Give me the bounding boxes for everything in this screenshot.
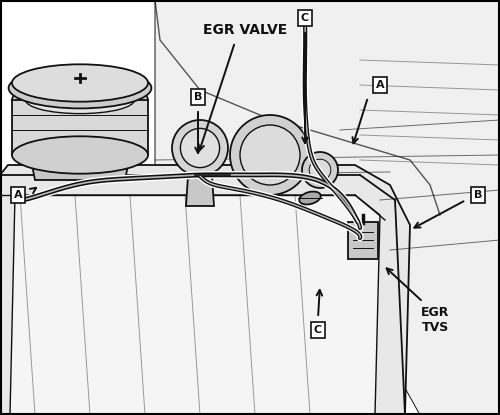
Text: C: C [301, 13, 309, 23]
Ellipse shape [302, 152, 338, 188]
Ellipse shape [12, 81, 148, 119]
Ellipse shape [309, 159, 331, 181]
Polygon shape [0, 165, 410, 415]
Text: B: B [474, 190, 482, 200]
Text: C: C [314, 325, 322, 335]
Polygon shape [12, 100, 148, 155]
Ellipse shape [8, 68, 152, 108]
FancyBboxPatch shape [348, 222, 378, 259]
Polygon shape [186, 176, 214, 206]
Text: A: A [376, 80, 384, 90]
Ellipse shape [300, 192, 320, 205]
Ellipse shape [240, 125, 300, 185]
Text: B: B [194, 92, 202, 102]
Ellipse shape [180, 128, 220, 168]
Polygon shape [30, 155, 130, 180]
Text: A: A [14, 190, 22, 200]
Polygon shape [155, 0, 500, 415]
Text: EGR VALVE: EGR VALVE [203, 23, 287, 37]
Ellipse shape [230, 115, 310, 195]
Ellipse shape [12, 64, 148, 102]
Ellipse shape [26, 86, 134, 114]
Polygon shape [10, 195, 380, 415]
Ellipse shape [12, 136, 148, 174]
Text: EGR
TVS: EGR TVS [421, 306, 449, 334]
Ellipse shape [172, 120, 228, 176]
